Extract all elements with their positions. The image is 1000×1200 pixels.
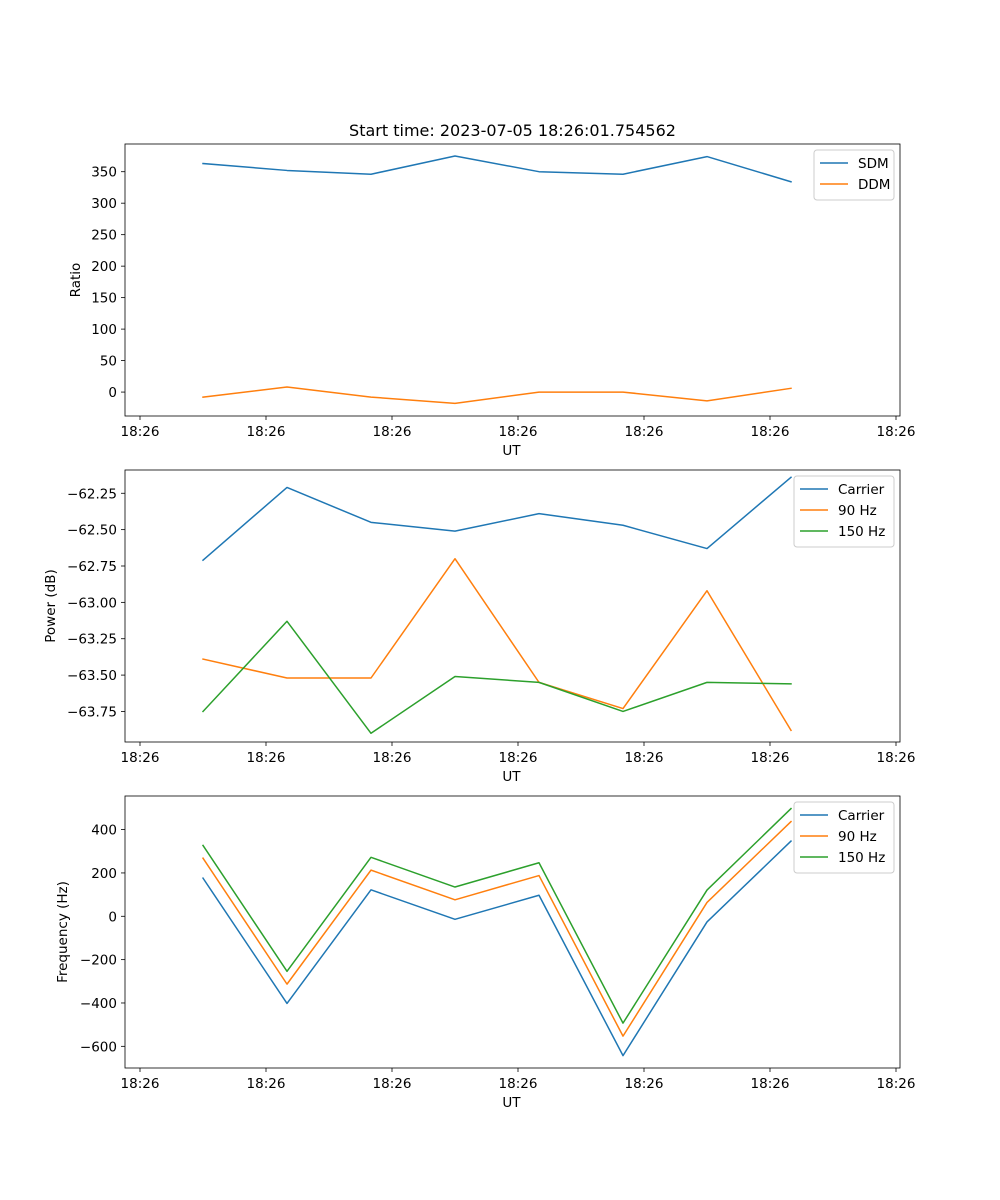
y-tick-label: 0 [108,909,117,925]
legend: Carrier 90 Hz 150 Hz [793,475,895,548]
y-axis-label: Ratio [68,263,84,298]
legend-label-90-hz: 90 Hz [838,503,877,519]
legend-label-carrier: Carrier [838,808,885,824]
series-line-150-hz [201,620,792,735]
legend: SDM DDM [813,149,895,201]
x-tick-label: 18:26 [877,750,916,766]
x-tick-label: 18:26 [247,1076,286,1092]
axes-frame [124,795,901,1069]
x-tick-label: 18:26 [625,750,664,766]
y-tick-label: 100 [91,322,117,338]
y-tick-label: −63.50 [67,668,117,684]
x-tick-label: 18:26 [751,750,790,766]
series-lines [202,155,792,405]
y-tick-label: −63.00 [67,595,117,611]
y-tick-label: 50 [100,354,117,370]
x-tick-label: 18:26 [877,424,916,440]
y-tick-label: 300 [91,196,117,212]
y-tick-label: −600 [80,1039,117,1055]
y-tick-label: 400 [91,823,117,839]
legend-label-carrier: Carrier [838,482,885,498]
x-tick-label: 18:26 [121,424,160,440]
y-tick-label: −62.75 [67,559,117,575]
series-line-sdm [202,155,792,183]
x-tick-label: 18:26 [373,750,412,766]
x-axis-label: UT [502,1095,521,1111]
series-line-carrier [201,476,793,562]
x-tick-label: 18:26 [121,750,160,766]
series-line-90-hz [202,557,793,732]
y-tick-label: −400 [80,996,117,1012]
x-axis-label: UT [502,443,521,459]
y-tick-label: −63.25 [67,632,117,648]
chart-panel-2: 18:26 18:26 18:26 18:26 18:26 18:26 18:26 −63.7… [43,469,916,785]
series-line-ddm [202,386,792,405]
x-tick-label: 18:26 [121,1076,160,1092]
legend-label-ddm: DDM [858,177,890,193]
x-tick-label: 18:26 [625,1076,664,1092]
legend-label-sdm: SDM [858,156,889,172]
legend-label-150-hz: 150 Hz [838,524,885,540]
series-lines [201,476,793,735]
x-tick-label: 18:26 [499,750,538,766]
legend-label-90-hz: 90 Hz [838,829,877,845]
legend-box [793,801,895,874]
axes-frame [124,469,901,743]
series-line-150-hz [201,807,793,1024]
chart-panel-3: 18:26 18:26 18:26 18:26 18:26 18:26 18:26 −600 −… [55,795,916,1111]
chart-title: Start time: 2023-07-05 18:26:01.754562 [349,121,676,140]
y-tick-label: 200 [91,866,117,882]
series-line-carrier [201,840,793,1057]
legend: Carrier 90 Hz 150 Hz [793,801,895,874]
y-tick-label: −200 [80,953,117,969]
x-tick-label: 18:26 [751,1076,790,1092]
y-tick-label: −63.75 [67,704,117,720]
series-line-90-hz [201,820,793,1037]
y-axis-label: Frequency (Hz) [55,881,71,983]
x-tick-label: 18:26 [499,424,538,440]
y-tick-label: −62.50 [67,523,117,539]
x-tick-label: 18:26 [877,1076,916,1092]
y-tick-label: 150 [91,291,117,307]
x-tick-label: 18:26 [751,424,790,440]
legend-box [793,475,895,548]
chart-panel-1: Start time: 2023-07-05 18:26:01.754562 18… [68,121,915,459]
y-tick-label: 250 [91,228,117,244]
axes-frame [124,143,901,417]
x-tick-label: 18:26 [247,750,286,766]
series-lines [201,807,793,1057]
y-tick-label: −62.25 [67,486,117,502]
x-tick-label: 18:26 [499,1076,538,1092]
x-tick-label: 18:26 [373,1076,412,1092]
y-tick-label: 350 [91,165,117,181]
y-axis-label: Power (dB) [43,569,59,642]
y-tick-label: 0 [108,385,117,401]
legend-label-150-hz: 150 Hz [838,850,885,866]
y-tick-label: 200 [91,259,117,275]
x-axis-label: UT [502,769,521,785]
x-tick-label: 18:26 [373,424,412,440]
x-tick-label: 18:26 [625,424,664,440]
x-tick-label: 18:26 [247,424,286,440]
